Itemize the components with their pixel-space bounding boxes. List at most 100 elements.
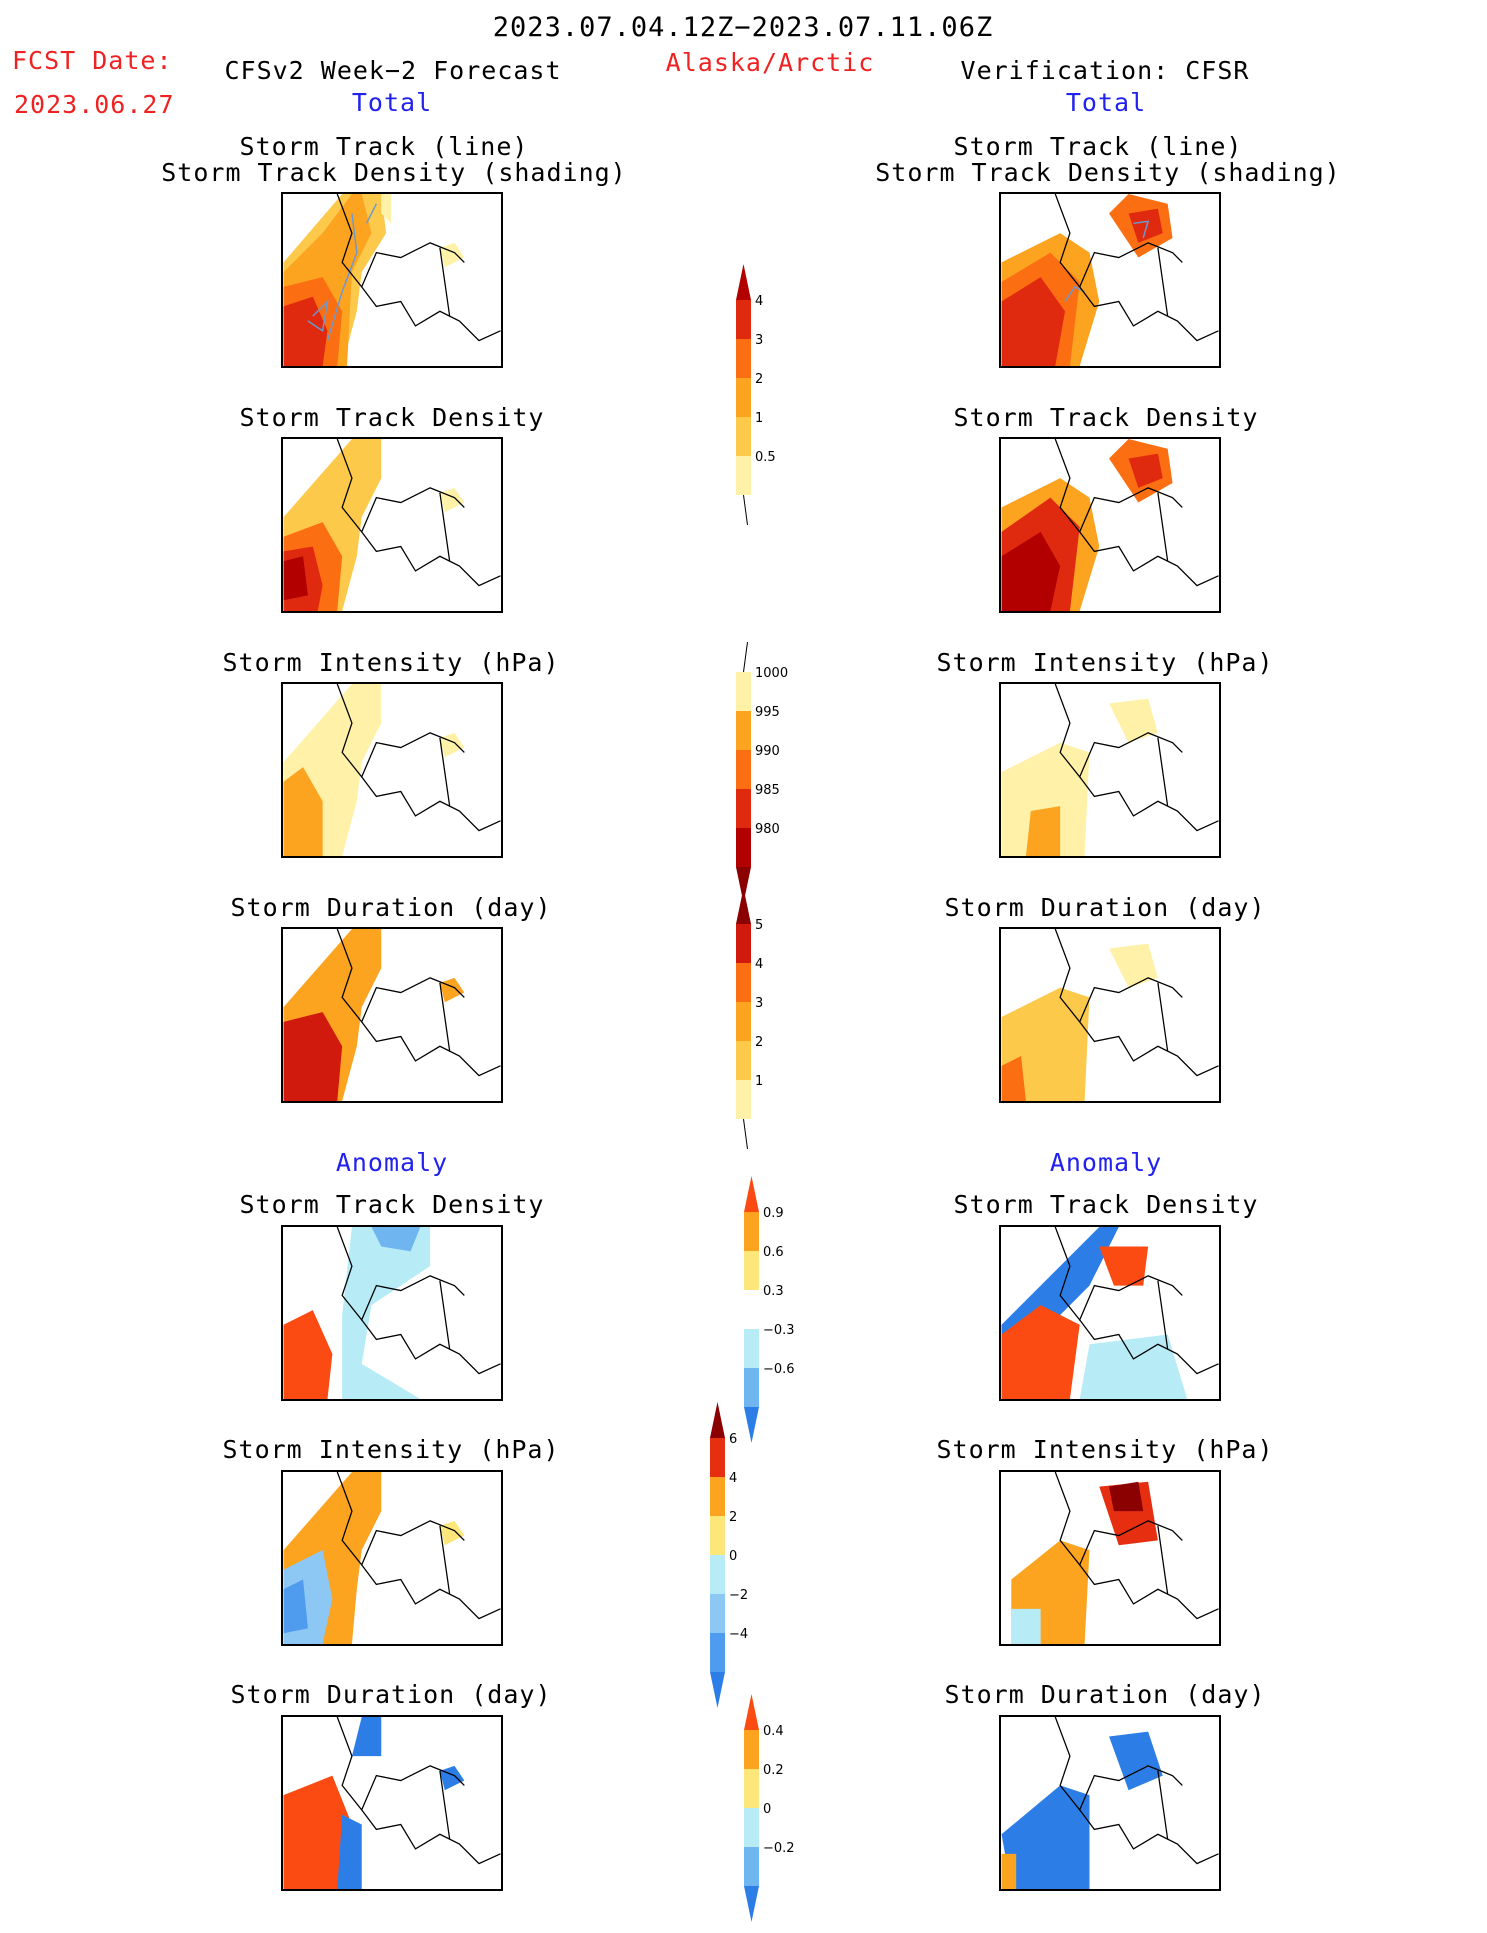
colorbar-cap-bottom [744,1407,759,1443]
title-intensity-anom-right: Storm Intensity (hPa) [936,1435,1274,1464]
colorbar-tick-label: 1 [755,1074,763,1089]
colorbar-tick-label: 0.4 [763,1724,784,1739]
colorbar-segment [710,1438,725,1477]
title-density-right: Storm Track Density [953,403,1259,432]
colorbar-duration-total: 5 4 3 2 1 [726,888,806,1177]
colorbar-cap-top [710,1402,725,1438]
total-label-left: Total [351,88,433,117]
title-track-line-right: Storm Track (line) [953,132,1243,161]
map-duration-total-left [281,927,503,1103]
colorbar-tick-label: 0.3 [763,1284,784,1299]
colorbar-svg: 1000 995 990 985 980 [736,641,788,903]
colorbar-cap-bottom [736,867,751,903]
map-density-anom-left [281,1225,503,1401]
colorbar-tick-label: 3 [755,996,763,1011]
map-track-total-right [999,192,1221,368]
colorbar-tick-label: −2 [729,1588,748,1603]
model-title: CFSv2 Week−2 Forecast [224,56,562,85]
colorbar-svg: 0.9 0.6 0.3 −0.3 −0.6 [744,1176,795,1443]
region-title: Alaska/Arctic [665,48,875,77]
colorbar-segment [744,1730,759,1769]
colorbar-cap-bottom [744,1886,759,1922]
shading [283,194,465,366]
title-density-anom-left: Storm Track Density [239,1190,545,1219]
colorbar-tick-label: 985 [755,783,780,798]
colorbar-segment [744,1290,759,1329]
colorbar-tick-label: −0.2 [763,1841,795,1856]
title-intensity-left: Storm Intensity (hPa) [222,648,560,677]
colorbar-tick-label: 2 [755,1035,763,1050]
colorbar-segment [744,1847,759,1886]
colorbar-tick-label: 2 [729,1510,737,1525]
map-duration-anom-right [999,1715,1221,1891]
anomaly-label-right: Anomaly [1049,1148,1163,1177]
colorbar-segment [744,1212,759,1251]
map-intensity-total-right [999,682,1221,858]
colorbar-segment [710,1555,725,1594]
colorbar-tick-label: 4 [729,1471,737,1486]
colorbar-cap-top [736,888,751,924]
coastline [336,194,501,342]
colorbar-cap-top [744,1176,759,1212]
colorbar-segment [736,789,751,828]
colorbar-density-anom: 0.9 0.6 0.3 −0.3 −0.6 [734,1176,814,1465]
colorbar-cap-top [736,264,751,300]
verification-title: Verification: CFSR [960,56,1250,85]
colorbar-segment [744,1251,759,1290]
colorbar-segment [744,1368,759,1407]
colorbar-segment [710,1477,725,1516]
map-intensity-anom-right [999,1470,1221,1646]
colorbar-tick-label: 0.5 [755,450,776,465]
colorbar-segment [736,300,751,339]
colorbar-intensity-anom: 6 4 2 0 −2 −4 [700,1402,780,1726]
colorbar-tick-label: 1000 [755,666,788,681]
map-intensity-anom-left [281,1470,503,1646]
colorbar-segment [744,1808,759,1847]
colorbar-intensity-total: 1000 995 990 985 980 [726,641,806,903]
colorbar-svg: 4 3 2 1 0.5 [736,264,776,526]
colorbar-segment [736,378,751,417]
colorbar-segment [736,456,751,495]
colorbar-segment [736,750,751,789]
colorbar-cap-top [744,1694,759,1730]
title-intensity-anom-left: Storm Intensity (hPa) [222,1435,560,1464]
title-duration-left: Storm Duration (day) [230,893,552,922]
colorbar-tick-label: 0 [729,1549,737,1564]
fcst-date-value: 2023.06.27 [14,90,175,119]
colorbar-svg: 6 4 2 0 −2 −4 [710,1402,748,1708]
colorbar-tick-label: 0.2 [763,1763,784,1778]
colorbar-tick-label: −0.3 [763,1323,795,1338]
title-density-anom-right: Storm Track Density [953,1190,1259,1219]
map-duration-total-right [999,927,1221,1103]
colorbar-tick-label: 0.6 [763,1245,784,1260]
title-track-line-left: Storm Track (line) [239,132,529,161]
colorbar-segment [736,828,751,867]
fcst-date-label: FCST Date: [12,46,173,75]
map-density-anom-right [999,1225,1221,1401]
colorbar-segment [736,339,751,378]
colorbar-svg: 5 4 3 2 1 [736,888,763,1150]
colorbar-tick-label: 3 [755,333,763,348]
colorbar-tick-label: −0.6 [763,1362,795,1377]
colorbar-segment [710,1594,725,1633]
colorbar-segment [736,1080,751,1119]
colorbar-tick-label: 6 [729,1432,737,1447]
colorbar-duration-anom: 0.4 0.2 0 −0.2 [734,1694,814,1933]
colorbar-segment [736,711,751,750]
title-duration-right: Storm Duration (day) [944,893,1266,922]
colorbar-tick-label: 0 [763,1802,771,1817]
colorbar-segment [736,924,751,963]
colorbar-segment [736,963,751,1002]
colorbar-tick-label: 2 [755,372,763,387]
colorbar-segment [744,1329,759,1368]
colorbar-cap-bottom [710,1672,725,1708]
colorbar-tick-label: 0.9 [763,1206,784,1221]
colorbar-tick-label: 980 [755,822,780,837]
map-track-total-left [281,192,503,368]
colorbar-segment [710,1633,725,1672]
title-track-shading-left: Storm Track Density (shading) [161,158,627,187]
total-label-right: Total [1065,88,1147,117]
title-intensity-right: Storm Intensity (hPa) [936,648,1274,677]
colorbar-svg: 0.4 0.2 0 −0.2 [744,1694,795,1922]
colorbar-segment [736,417,751,456]
